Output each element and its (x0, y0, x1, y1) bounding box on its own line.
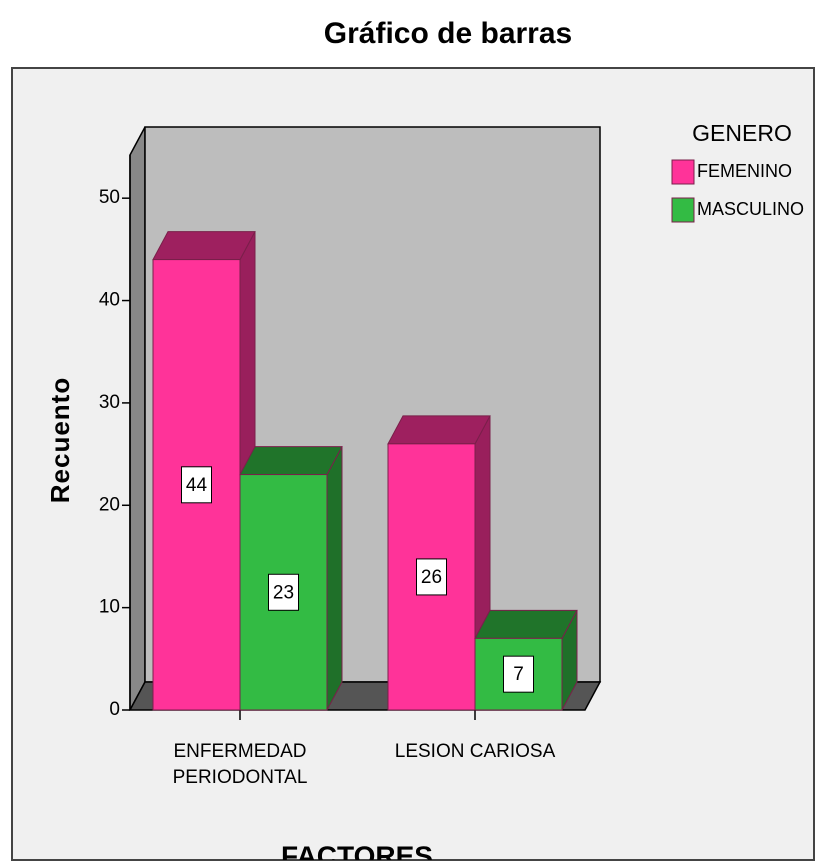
y-tick-label: 30 (99, 392, 120, 413)
value-label-box (181, 466, 212, 504)
value-label-box (416, 558, 447, 596)
value-label-box (268, 573, 299, 611)
bar-side (326, 446, 343, 711)
y-axis-label: Recuento (45, 377, 75, 503)
x-axis-label: FACTORES (281, 840, 433, 865)
legend-label: MASCULINO (697, 199, 804, 219)
x-tick-label: ENFERMEDAD PERIODONTAL (173, 741, 308, 788)
bar-top (387, 415, 491, 445)
y-tick-label: 10 (99, 597, 120, 618)
value-label: 23 (273, 582, 294, 603)
x-tick-label: LESION CARIOSA (395, 741, 556, 762)
value-label: 7 (513, 664, 524, 685)
side-wall (129, 126, 146, 711)
legend-label: FEMENINO (697, 161, 792, 181)
value-label-box (503, 655, 534, 693)
y-tick-label: 50 (99, 187, 120, 208)
y-tick-label: 20 (99, 494, 120, 515)
bar-top (239, 446, 343, 476)
legend-title: GENERO (692, 120, 792, 146)
bar-top (152, 231, 256, 261)
legend-swatch (671, 159, 695, 185)
chart-title: Gráfico de barras (324, 17, 572, 50)
plot-area: 0 10 20 30 40 50 ENFERMEDAD PERIODONTAL 44 23 LESI… (45, 126, 602, 865)
legend-swatch (671, 197, 695, 223)
y-tick-label: 40 (99, 290, 120, 311)
y-tick-label: 0 (109, 699, 120, 720)
value-label: 26 (421, 567, 442, 588)
bar-top (474, 609, 578, 639)
value-label: 44 (186, 475, 208, 496)
